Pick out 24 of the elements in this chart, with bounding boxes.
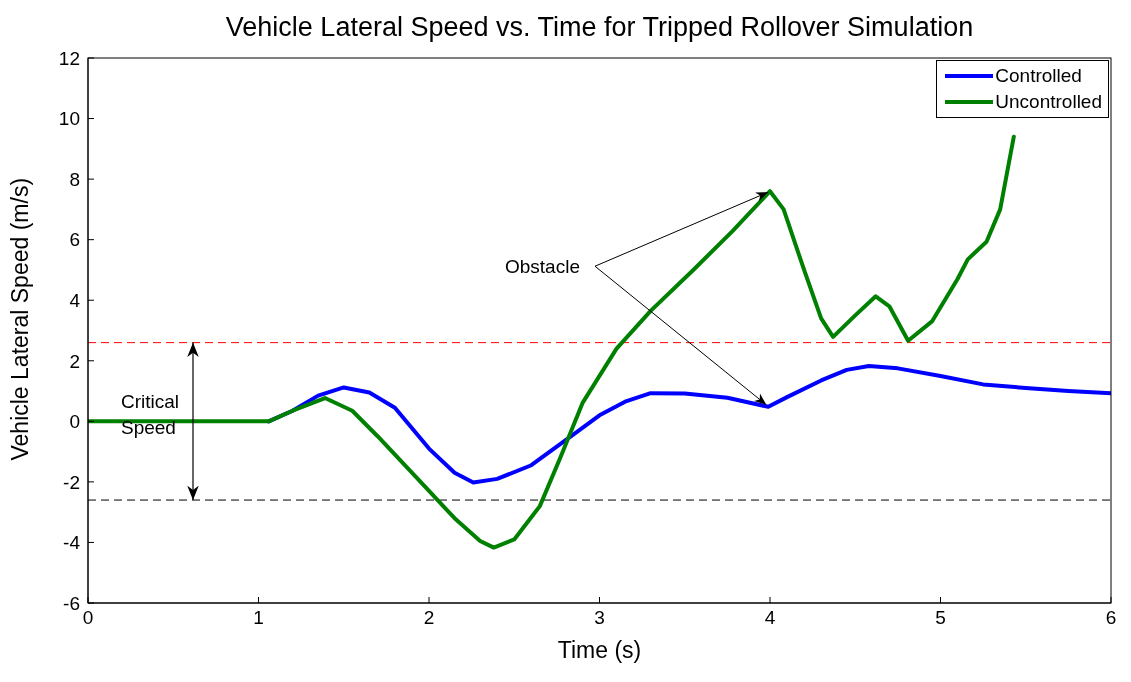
y-tick-label: 10 bbox=[58, 108, 80, 130]
x-axis-title: Time (s) bbox=[557, 637, 642, 663]
y-tick-label: 0 bbox=[69, 411, 80, 433]
chart-title: Vehicle Lateral Speed vs. Time for Tripped Rollover Simulation bbox=[224, 12, 975, 43]
y-tick-label: 4 bbox=[69, 289, 81, 311]
legend-label: Uncontrolled bbox=[995, 91, 1102, 113]
legend-label: Controlled bbox=[995, 65, 1082, 87]
line-series bbox=[88, 134, 1016, 550]
y-tick-label: -4 bbox=[63, 532, 81, 554]
y-tick-label: -2 bbox=[63, 471, 80, 493]
y-tick-label: 2 bbox=[69, 350, 80, 372]
x-tick-label: 4 bbox=[764, 607, 776, 629]
x-tick-label: 1 bbox=[253, 607, 264, 629]
x-tick-label: 2 bbox=[423, 607, 435, 629]
annotation: Critical Speed bbox=[121, 390, 181, 441]
y-tick-label: 12 bbox=[58, 47, 80, 69]
x-tick-label: 3 bbox=[594, 607, 605, 629]
x-tick-label: 6 bbox=[1105, 607, 1117, 629]
y-tick-label: -6 bbox=[63, 592, 80, 614]
x-tick-label: 5 bbox=[935, 607, 946, 629]
y-tick-label: 6 bbox=[69, 229, 80, 251]
y-tick-label: 8 bbox=[69, 168, 80, 190]
y-axis-title: Vehicle Lateral Speed (m/s) bbox=[7, 177, 34, 461]
annotation: Obstacle bbox=[505, 256, 580, 278]
